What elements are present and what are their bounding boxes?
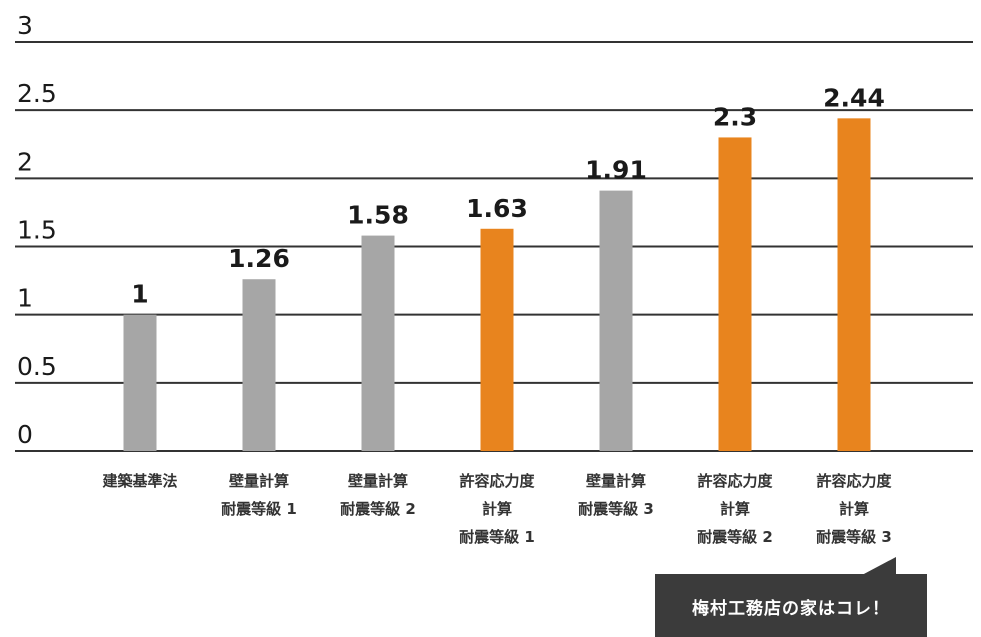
callout-badge: 梅村工務店の家はコレ！ xyxy=(655,574,927,637)
y-tick-label: 1 xyxy=(17,284,33,313)
bar xyxy=(242,279,276,451)
x-category-label: 耐震等級 1 xyxy=(221,500,297,518)
y-axis-tick-labels: 0 0.5 1 1.5 2 2.5 3 xyxy=(17,11,57,449)
x-category-label: 壁量計算 xyxy=(229,472,289,490)
x-category-label: 計算 xyxy=(839,500,869,518)
bar-value-label: 1.63 xyxy=(466,194,528,223)
bar-value-label: 1.26 xyxy=(228,244,290,273)
y-tick-label: 0 xyxy=(17,420,33,449)
bar-value-label: 1 xyxy=(131,280,148,309)
x-category-label: 計算 xyxy=(720,500,750,518)
x-category-label: 耐震等級 1 xyxy=(459,528,535,546)
bar-value-label: 1.91 xyxy=(585,156,647,185)
x-category-label: 計算 xyxy=(482,500,512,518)
bar-value-label: 1.58 xyxy=(347,201,409,230)
x-category-label: 耐震等級 3 xyxy=(816,528,892,546)
bar-value-label: 2.44 xyxy=(823,83,885,112)
callout-pointer xyxy=(862,557,896,575)
bar-value-label: 2.3 xyxy=(713,102,757,131)
bar xyxy=(480,228,514,451)
y-tick-label: 3 xyxy=(17,11,33,40)
bar xyxy=(123,314,157,451)
y-tick-label: 0.5 xyxy=(17,352,57,381)
x-category-label: 許容応力度 xyxy=(816,472,892,490)
bar xyxy=(837,118,871,451)
bar xyxy=(718,137,752,451)
x-category-label: 壁量計算 xyxy=(586,472,646,490)
bar xyxy=(361,235,395,451)
bars xyxy=(123,118,871,451)
x-category-label: 耐震等級 2 xyxy=(340,500,416,518)
bar xyxy=(599,190,633,451)
y-tick-label: 2 xyxy=(17,147,33,176)
x-category-label: 耐震等級 2 xyxy=(697,528,773,546)
x-category-label: 耐震等級 3 xyxy=(578,500,654,518)
x-category-label: 壁量計算 xyxy=(348,472,408,490)
y-tick-label: 1.5 xyxy=(17,216,57,245)
value-labels: 1 1.26 1.58 1.63 1.91 2.3 2.44 xyxy=(131,83,885,308)
y-tick-label: 2.5 xyxy=(17,79,57,108)
x-category-label: 許容応力度 xyxy=(459,472,535,490)
x-category-label: 建築基準法 xyxy=(102,472,177,490)
callout-text: 梅村工務店の家はコレ！ xyxy=(692,599,890,619)
x-category-label: 許容応力度 xyxy=(697,472,773,490)
